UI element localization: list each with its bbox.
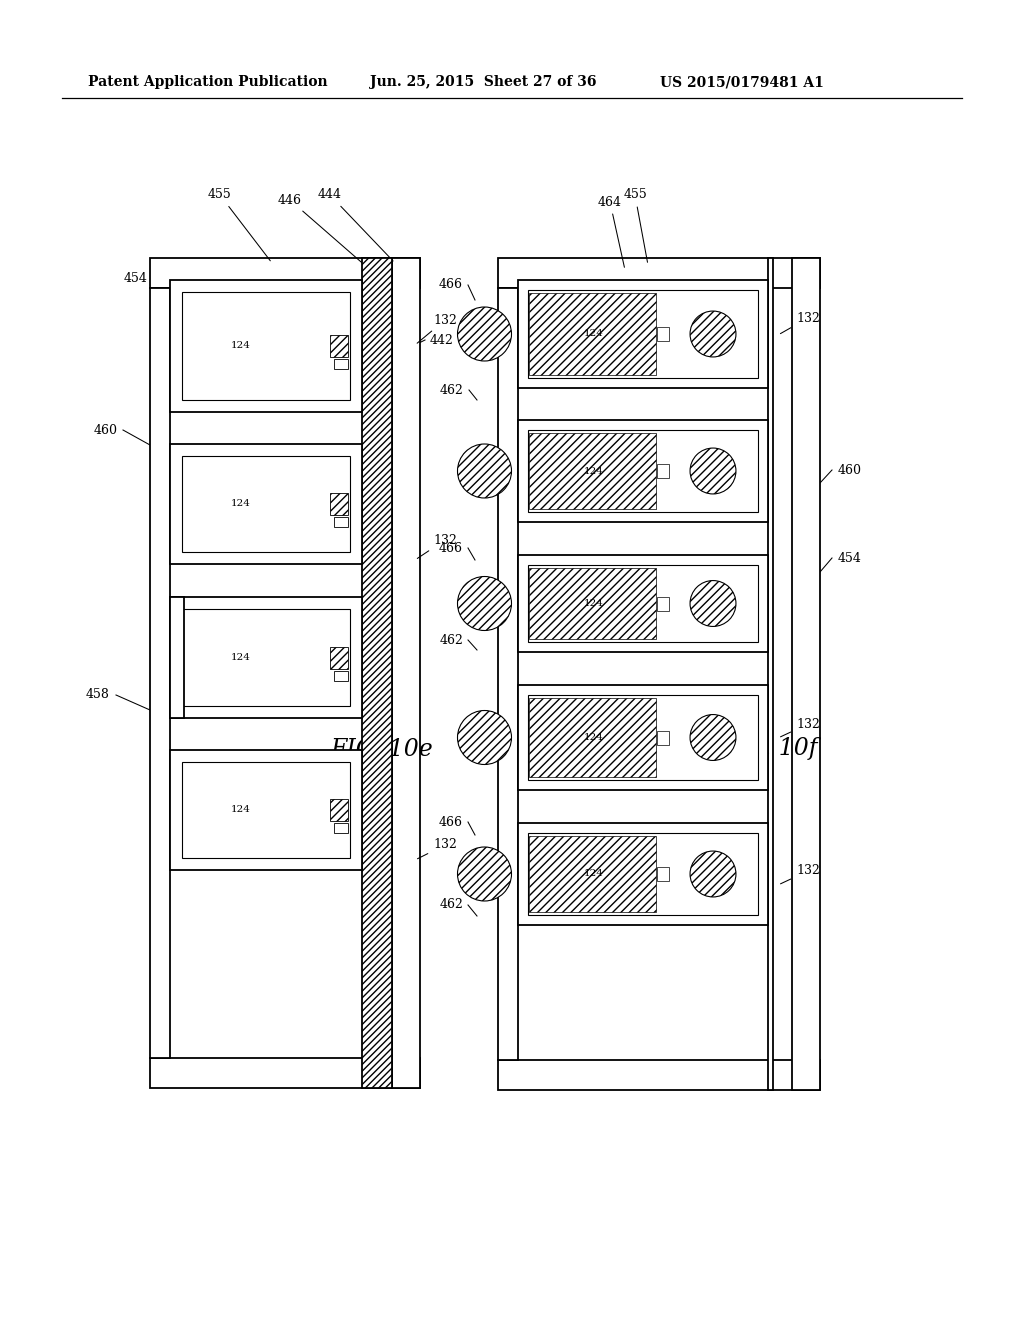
Bar xyxy=(170,597,362,718)
Circle shape xyxy=(690,312,736,356)
Bar xyxy=(498,257,820,288)
Bar xyxy=(170,444,362,564)
Bar xyxy=(170,597,184,718)
Text: 132: 132 xyxy=(418,533,457,558)
Text: 462: 462 xyxy=(439,634,463,647)
Circle shape xyxy=(690,447,736,494)
Bar xyxy=(528,696,758,780)
Text: 454: 454 xyxy=(124,272,148,285)
Text: 124: 124 xyxy=(584,330,603,338)
Text: 124: 124 xyxy=(683,718,732,737)
Bar xyxy=(182,609,350,706)
Bar xyxy=(529,293,655,375)
Bar xyxy=(182,762,350,858)
Bar xyxy=(529,433,655,510)
Bar xyxy=(528,565,758,642)
Circle shape xyxy=(458,710,512,764)
Text: 132: 132 xyxy=(780,865,820,884)
Bar xyxy=(150,288,170,1059)
Bar xyxy=(330,799,348,821)
Bar xyxy=(150,1059,420,1088)
Bar xyxy=(330,492,348,515)
Text: 124: 124 xyxy=(584,733,603,742)
Text: 462: 462 xyxy=(440,384,464,396)
Text: 455: 455 xyxy=(624,189,647,263)
Bar xyxy=(334,822,348,833)
Bar xyxy=(529,836,655,912)
Bar xyxy=(529,568,655,639)
Circle shape xyxy=(690,851,736,898)
Bar xyxy=(182,292,350,400)
Bar xyxy=(792,257,820,1090)
Text: Patent Application Publication: Patent Application Publication xyxy=(88,75,328,88)
Bar xyxy=(518,420,768,521)
Bar xyxy=(518,685,768,789)
Bar xyxy=(334,517,348,527)
Text: 464: 464 xyxy=(598,195,625,267)
Text: 462: 462 xyxy=(439,899,463,912)
Text: 124: 124 xyxy=(230,342,251,351)
Bar xyxy=(656,730,669,744)
Bar xyxy=(170,750,362,870)
Text: 124: 124 xyxy=(584,466,603,475)
Bar xyxy=(768,257,773,1090)
Bar xyxy=(656,597,669,610)
Bar xyxy=(392,257,420,1088)
Text: 124: 124 xyxy=(230,805,251,814)
Text: FIG. 10e: FIG. 10e xyxy=(330,738,433,762)
Bar xyxy=(498,1060,820,1090)
Circle shape xyxy=(458,444,512,498)
Bar xyxy=(498,288,518,1060)
Text: 442: 442 xyxy=(430,334,454,346)
Text: Jun. 25, 2015  Sheet 27 of 36: Jun. 25, 2015 Sheet 27 of 36 xyxy=(370,75,597,88)
Circle shape xyxy=(690,581,736,627)
Text: 466: 466 xyxy=(439,816,463,829)
Bar xyxy=(330,647,348,668)
Bar xyxy=(529,698,655,777)
Text: 446: 446 xyxy=(278,194,366,267)
Text: 466: 466 xyxy=(439,541,463,554)
Text: 124: 124 xyxy=(683,865,732,884)
Bar xyxy=(182,455,350,552)
Bar xyxy=(362,257,392,1088)
Text: 124: 124 xyxy=(584,870,603,879)
Bar xyxy=(518,554,768,652)
Bar xyxy=(330,335,348,356)
Text: 132: 132 xyxy=(418,838,457,859)
Text: 444: 444 xyxy=(318,189,393,261)
Bar xyxy=(528,290,758,378)
Text: 132: 132 xyxy=(780,718,820,737)
Circle shape xyxy=(458,577,512,631)
Circle shape xyxy=(458,847,512,902)
Bar xyxy=(334,359,348,370)
Text: 124: 124 xyxy=(230,653,251,663)
Bar xyxy=(334,671,348,681)
Text: 124: 124 xyxy=(584,599,603,609)
Text: 454: 454 xyxy=(838,552,862,565)
Text: 124: 124 xyxy=(230,499,251,508)
Bar xyxy=(656,465,669,478)
Bar xyxy=(518,822,768,925)
Text: 458: 458 xyxy=(86,689,110,701)
Bar xyxy=(518,280,768,388)
Text: 132: 132 xyxy=(780,312,820,334)
Text: 124: 124 xyxy=(683,312,732,334)
Text: 455: 455 xyxy=(208,189,270,261)
Bar xyxy=(656,327,669,341)
Text: 460: 460 xyxy=(838,463,862,477)
Bar xyxy=(528,430,758,512)
Circle shape xyxy=(458,308,512,360)
Text: 466: 466 xyxy=(439,279,463,292)
Bar xyxy=(150,257,420,288)
Text: 460: 460 xyxy=(94,424,118,437)
Text: FIG. 10f: FIG. 10f xyxy=(720,737,817,759)
Circle shape xyxy=(690,714,736,760)
Bar xyxy=(170,280,362,412)
Bar xyxy=(656,867,669,880)
Text: US 2015/0179481 A1: US 2015/0179481 A1 xyxy=(660,75,824,88)
Text: 132: 132 xyxy=(417,314,457,343)
Bar xyxy=(528,833,758,915)
